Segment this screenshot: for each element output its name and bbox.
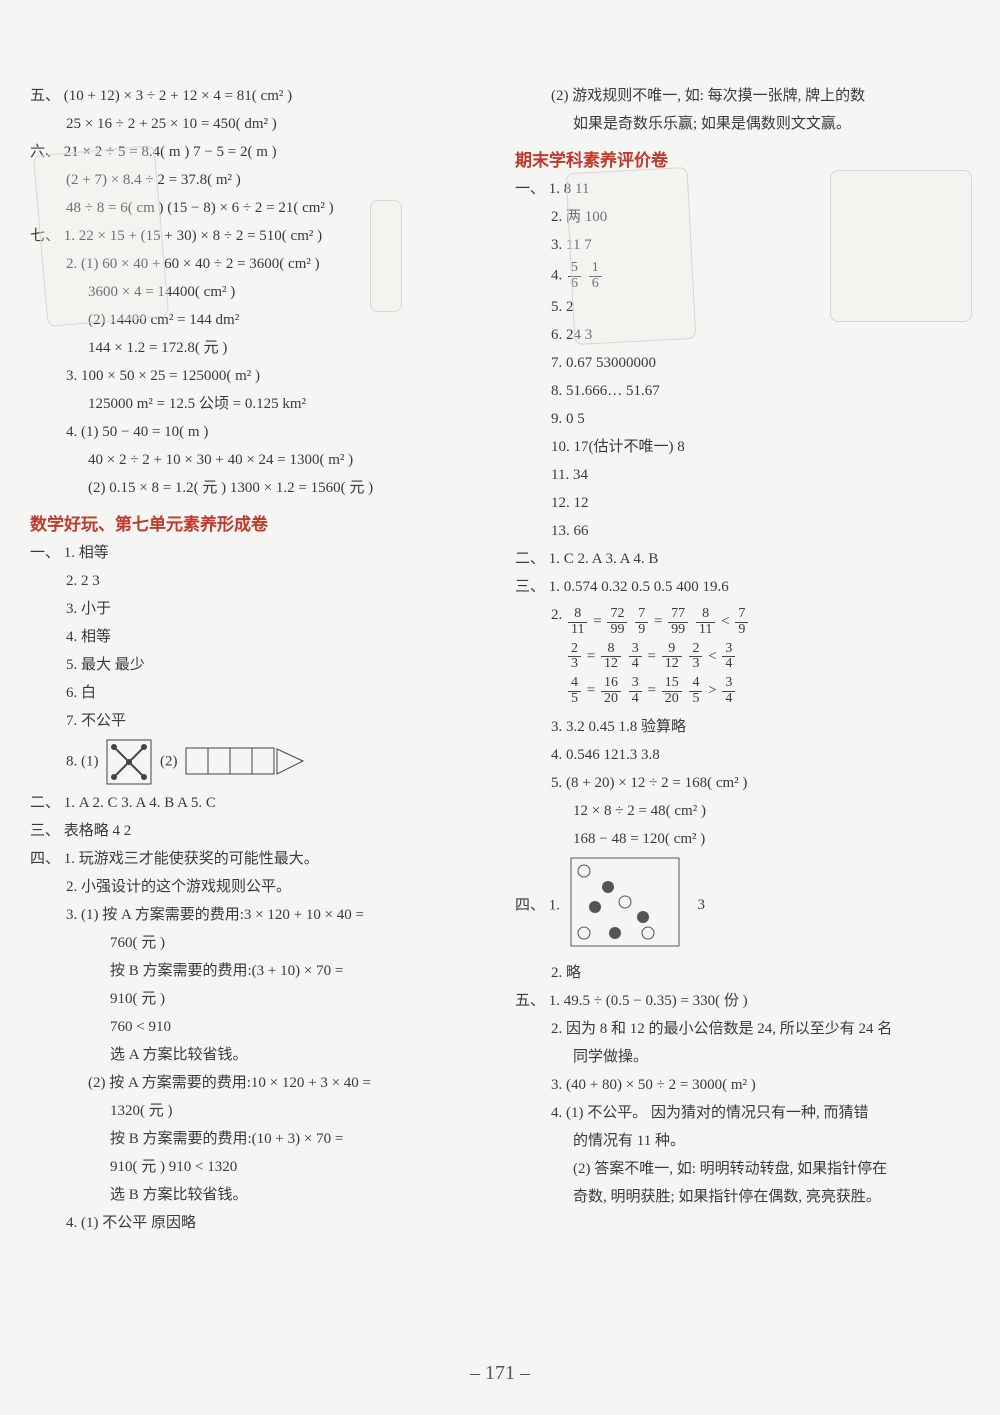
diagram-x-box [106, 739, 152, 785]
answer-text: 7. 不公平 [30, 709, 485, 733]
answer-text: 1. C 2. A 3. A 4. B [549, 551, 659, 567]
answer-text: 按 B 方案需要的费用:(3 + 10) × 70 = [30, 959, 485, 983]
section-label: 一、 [30, 545, 60, 561]
answer-text: 的情况有 11 种。 [515, 1129, 970, 1153]
answer-text: 1. [549, 897, 560, 913]
text-line: 三、 1. 0.574 0.32 0.5 0.5 400 19.6 [515, 575, 970, 599]
text-line: 四、 1. 3 [515, 855, 970, 957]
formula-text: 40 × 2 ÷ 2 + 10 × 30 + 40 × 24 = 1300( m… [30, 448, 485, 472]
answer-text: 910( 元 ) 910 < 1320 [30, 1155, 485, 1179]
answer-text: 1320( 元 ) [30, 1099, 485, 1123]
watermark-shape [370, 200, 402, 312]
answer-text: (2) 按 A 方案需要的费用:10 × 120 + 3 × 40 = [30, 1071, 485, 1095]
answer-text: 选 A 方案比较省钱。 [30, 1043, 485, 1067]
watermark-shape [830, 170, 972, 322]
section-label: 五、 [515, 993, 545, 1009]
answer-text: 1. 0.574 0.32 0.5 0.5 400 19.6 [549, 579, 729, 595]
section-label: 三、 [30, 823, 60, 839]
section-heading: 数学好玩、第七单元素养形成卷 [30, 510, 485, 535]
answer-text: 12. 12 [515, 491, 970, 515]
answer-text: 4. 相等 [30, 625, 485, 649]
text-line: 二、 1. C 2. A 3. A 4. B [515, 547, 970, 571]
diagram-row-arrow [185, 747, 305, 777]
answer-text: 910( 元 ) [30, 987, 485, 1011]
section-label: 三、 [515, 579, 545, 595]
answer-text: 1. A 2. C 3. A 4. B A 5. C [64, 795, 216, 811]
text-line: 二、 1. A 2. C 3. A 4. B A 5. C [30, 791, 485, 815]
formula-text: 125000 m² = 12.5 公顷 = 0.125 km² [30, 392, 485, 416]
answer-text: 2. 因为 8 和 12 的最小公倍数是 24, 所以至少有 24 名 [515, 1017, 970, 1041]
triangle-dot-diagram [570, 857, 680, 955]
answer-text: 7. 0.67 53000000 [515, 351, 970, 375]
answer-text: 3. (40 + 80) × 50 ÷ 2 = 3000( m² ) [515, 1073, 970, 1097]
answer-text: 4. (1) 不公平 原因略 [30, 1211, 485, 1235]
answer-text: 6. 白 [30, 681, 485, 705]
text-line: 五、 1. 49.5 ÷ (0.5 − 0.35) = 330( 份 ) [515, 989, 970, 1013]
answer-text: 10. 17(估计不唯一) 8 [515, 435, 970, 459]
diagram-label: 3 [698, 897, 706, 913]
formula-text: 25 × 16 ÷ 2 + 25 × 10 = 450( dm² ) [30, 112, 485, 136]
answer-text: 3. (1) 按 A 方案需要的费用:3 × 120 + 10 × 40 = [30, 903, 485, 927]
answer-text: (2) [160, 753, 178, 769]
answer-text: 1. 相等 [64, 545, 109, 561]
text-line: 8. (1) (2) [30, 737, 485, 787]
answer-text: 8. (1) [66, 753, 99, 769]
answer-text: 760( 元 ) [30, 931, 485, 955]
answer-text: 奇数, 明明获胜; 如果指针停在偶数, 亮亮获胜。 [515, 1185, 970, 1209]
formula-text: 144 × 1.2 = 172.8( 元 ) [30, 336, 485, 360]
answer-text: 4. 0.546 121.3 3.8 [515, 743, 970, 767]
section-label: 四、 [515, 897, 545, 913]
answer-text: 3. 小于 [30, 597, 485, 621]
section-label: 一、 [515, 181, 545, 197]
text-line: 四、 1. 玩游戏三才能使获奖的可能性最大。 [30, 847, 485, 871]
text-line: 三、 表格略 4 2 [30, 819, 485, 843]
answer-text: (2) 游戏规则不唯一, 如: 每次摸一张牌, 牌上的数 [515, 84, 970, 108]
answer-text: 2. [551, 607, 562, 623]
section-label: 二、 [30, 795, 60, 811]
answer-text: 1. 玩游戏三才能使获奖的可能性最大。 [64, 851, 319, 867]
answer-text: 如果是奇数乐乐赢; 如果是偶数则文文赢。 [515, 112, 970, 136]
answer-text: 5. 最大 最少 [30, 653, 485, 677]
formula-text: (10 + 12) × 3 ÷ 2 + 12 × 4 = 81( cm² ) [64, 88, 292, 104]
fraction-table: 811 = 7299 79 = 7799 811 < 7923 = 812 34… [566, 603, 750, 710]
answer-text: 760 < 910 [30, 1015, 485, 1039]
answer-text: 13. 66 [515, 519, 970, 543]
formula-text: 3. 100 × 50 × 25 = 125000( m² ) [30, 364, 485, 388]
answer-text: 2. 小强设计的这个游戏规则公平。 [30, 875, 485, 899]
formula-text: 4. (1) 50 − 40 = 10( m ) [30, 420, 485, 444]
section-label: 四、 [30, 851, 60, 867]
answer-text: 168 − 48 = 120( cm² ) [515, 827, 970, 851]
answer-text: 9. 0 5 [515, 407, 970, 431]
answer-text: 4. [551, 268, 562, 284]
answer-text: 2. 略 [515, 961, 970, 985]
section-label: 五、 [30, 88, 60, 104]
answer-text: 4. (1) 不公平。 因为猜对的情况只有一种, 而猜错 [515, 1101, 970, 1125]
watermark-shape [566, 167, 697, 345]
answer-text: (2) 答案不唯一, 如: 明明转动转盘, 如果指针停在 [515, 1157, 970, 1181]
answer-text: 选 B 方案比较省钱。 [30, 1183, 485, 1207]
section-heading: 期末学科素养评价卷 [515, 146, 970, 171]
answer-text: 1. 49.5 ÷ (0.5 − 0.35) = 330( 份 ) [549, 993, 748, 1009]
formula-text: (2) 0.15 × 8 = 1.2( 元 ) 1300 × 1.2 = 156… [30, 476, 485, 500]
text-line: 一、 1. 相等 [30, 541, 485, 565]
text-line: 五、 (10 + 12) × 3 ÷ 2 + 12 × 4 = 81( cm² … [30, 84, 485, 108]
section-label: 二、 [515, 551, 545, 567]
answer-text: 5. (8 + 20) × 12 ÷ 2 = 168( cm² ) [515, 771, 970, 795]
answer-text: 3. 3.2 0.45 1.8 验算略 [515, 715, 970, 739]
answer-text: 表格略 4 2 [64, 823, 132, 839]
answer-text: 同学做操。 [515, 1045, 970, 1069]
answer-text: 11. 34 [515, 463, 970, 487]
answer-text: 8. 51.666… 51.67 [515, 379, 970, 403]
answer-text: 2. 2 3 [30, 569, 485, 593]
answer-text: 12 × 8 ÷ 2 = 48( cm² ) [515, 799, 970, 823]
watermark-shape [33, 145, 170, 327]
text-line: 2. 811 = 7299 79 = 7799 811 < 7923 = 812… [515, 603, 970, 710]
page-number: – 171 – [0, 1362, 1000, 1385]
answer-text: 按 B 方案需要的费用:(10 + 3) × 70 = [30, 1127, 485, 1151]
